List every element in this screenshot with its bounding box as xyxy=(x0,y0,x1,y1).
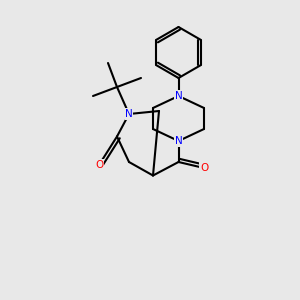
Text: N: N xyxy=(125,109,133,119)
Text: N: N xyxy=(175,136,182,146)
Text: N: N xyxy=(175,91,182,101)
Text: O: O xyxy=(200,163,208,173)
Text: O: O xyxy=(95,160,103,170)
